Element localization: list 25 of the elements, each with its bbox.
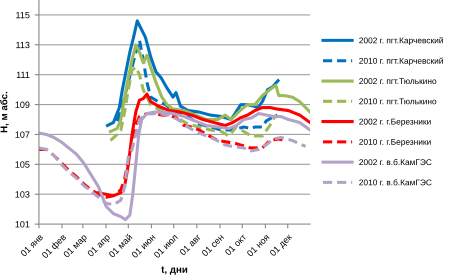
x-tick-label: 01 окт <box>224 233 247 256</box>
x-axis-title: t, дни <box>161 266 188 275</box>
legend-label: 2010 г. пгт.Карчевский <box>359 58 443 66</box>
legend-label: 2002 г. пгт.Карчевский <box>359 37 443 46</box>
legend-label: 2010 г. г.Березники <box>359 138 431 146</box>
y-tick-label: 105 <box>16 161 30 168</box>
line-series <box>38 110 310 222</box>
y-tick-label: 103 <box>16 191 30 198</box>
x-tick-label: 01 авг <box>179 234 202 256</box>
y-tick-label: 109 <box>16 102 30 108</box>
y-tick-label: 115 <box>16 12 30 18</box>
y-tick-label: 101 <box>16 221 30 228</box>
legend-label: 2002 г. в.б.КамГЭС <box>359 158 432 166</box>
y-tick-label: 111 <box>16 72 30 78</box>
legend-label: 2002 г. г.Березники <box>359 118 431 126</box>
legend-label: 2010 г. пгт.Тюлькино <box>359 98 436 104</box>
legend-label: 2002 г. пгт.Тюлькино <box>359 78 436 84</box>
x-tick-label: 01 дек <box>269 233 294 258</box>
y-tick-label: 113 <box>16 42 30 48</box>
x-tick-label: 01 ноя <box>246 234 270 257</box>
x-tick-label: 01 сен <box>201 234 224 257</box>
legend-label: 2010 г. в.б.КамГЭС <box>359 179 432 186</box>
y-axis-title: H, м абс. <box>0 92 9 132</box>
y-tick-label: 107 <box>16 131 30 138</box>
x-tick-label: 01 янв <box>20 234 44 257</box>
